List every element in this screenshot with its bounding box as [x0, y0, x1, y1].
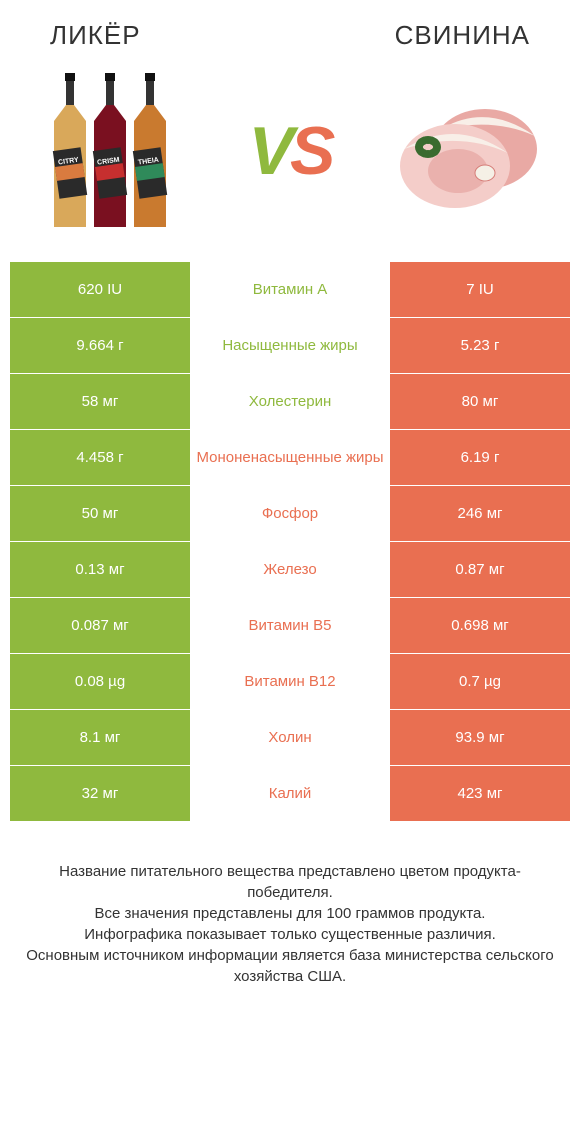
- left-value: 620 IU: [10, 262, 190, 317]
- footer-line-1: Название питательного вещества представл…: [20, 861, 560, 903]
- left-value: 9.664 г: [10, 318, 190, 373]
- left-value: 0.08 µg: [10, 654, 190, 709]
- comparison-table: 620 IUВитамин A7 IU9.664 гНасыщенные жир…: [10, 261, 570, 821]
- right-value: 80 мг: [390, 374, 570, 429]
- left-product-image: CITRYCRISMTHEIA: [30, 71, 190, 231]
- images-row: CITRYCRISMTHEIA VS: [0, 61, 580, 261]
- nutrient-name: Витамин B5: [190, 598, 390, 653]
- left-value: 8.1 мг: [10, 710, 190, 765]
- table-row: 4.458 гМононенасыщенные жиры6.19 г: [10, 429, 570, 485]
- right-value: 0.7 µg: [390, 654, 570, 709]
- table-row: 8.1 мгХолин93.9 мг: [10, 709, 570, 765]
- right-value: 7 IU: [390, 262, 570, 317]
- right-product-title: СВИНИНА: [395, 20, 530, 51]
- nutrient-name: Мононенасыщенные жиры: [190, 430, 390, 485]
- right-value: 6.19 г: [390, 430, 570, 485]
- right-product-image: [390, 71, 550, 231]
- right-value: 423 мг: [390, 766, 570, 821]
- header: ЛИКЁР СВИНИНА: [0, 0, 580, 61]
- right-value: 5.23 г: [390, 318, 570, 373]
- vs-s-letter: S: [290, 113, 331, 189]
- footer-line-4: Основным источником информации является …: [20, 945, 560, 987]
- left-value: 0.13 мг: [10, 542, 190, 597]
- right-value: 0.87 мг: [390, 542, 570, 597]
- left-value: 58 мг: [10, 374, 190, 429]
- table-row: 9.664 гНасыщенные жиры5.23 г: [10, 317, 570, 373]
- right-value: 93.9 мг: [390, 710, 570, 765]
- table-row: 58 мгХолестерин80 мг: [10, 373, 570, 429]
- table-row: 0.08 µgВитамин B120.7 µg: [10, 653, 570, 709]
- table-row: 620 IUВитамин A7 IU: [10, 261, 570, 317]
- left-value: 50 мг: [10, 486, 190, 541]
- nutrient-name: Калий: [190, 766, 390, 821]
- left-value: 0.087 мг: [10, 598, 190, 653]
- table-row: 0.087 мгВитамин B50.698 мг: [10, 597, 570, 653]
- comparison-infographic: ЛИКЁР СВИНИНА CITRYCRISMTHEIA VS 620 IUВ…: [0, 0, 580, 1007]
- nutrient-name: Холестерин: [190, 374, 390, 429]
- nutrient-name: Фосфор: [190, 486, 390, 541]
- left-value: 32 мг: [10, 766, 190, 821]
- nutrient-name: Холин: [190, 710, 390, 765]
- nutrient-name: Железо: [190, 542, 390, 597]
- footer-line-3: Инфографика показывает только существенн…: [20, 924, 560, 945]
- table-row: 50 мгФосфор246 мг: [10, 485, 570, 541]
- right-value: 0.698 мг: [390, 598, 570, 653]
- pork-icon: [390, 81, 550, 221]
- nutrient-name: Насыщенные жиры: [190, 318, 390, 373]
- nutrient-name: Витамин A: [190, 262, 390, 317]
- vs-label: VS: [249, 112, 332, 190]
- footer-notes: Название питательного вещества представл…: [0, 821, 580, 1007]
- liqueur-bottles-icon: CITRYCRISMTHEIA: [40, 71, 180, 231]
- vs-v-letter: V: [249, 113, 290, 189]
- nutrient-name: Витамин B12: [190, 654, 390, 709]
- left-product-title: ЛИКЁР: [50, 20, 141, 51]
- right-value: 246 мг: [390, 486, 570, 541]
- table-row: 32 мгКалий423 мг: [10, 765, 570, 821]
- table-row: 0.13 мгЖелезо0.87 мг: [10, 541, 570, 597]
- left-value: 4.458 г: [10, 430, 190, 485]
- footer-line-2: Все значения представлены для 100 граммо…: [20, 903, 560, 924]
